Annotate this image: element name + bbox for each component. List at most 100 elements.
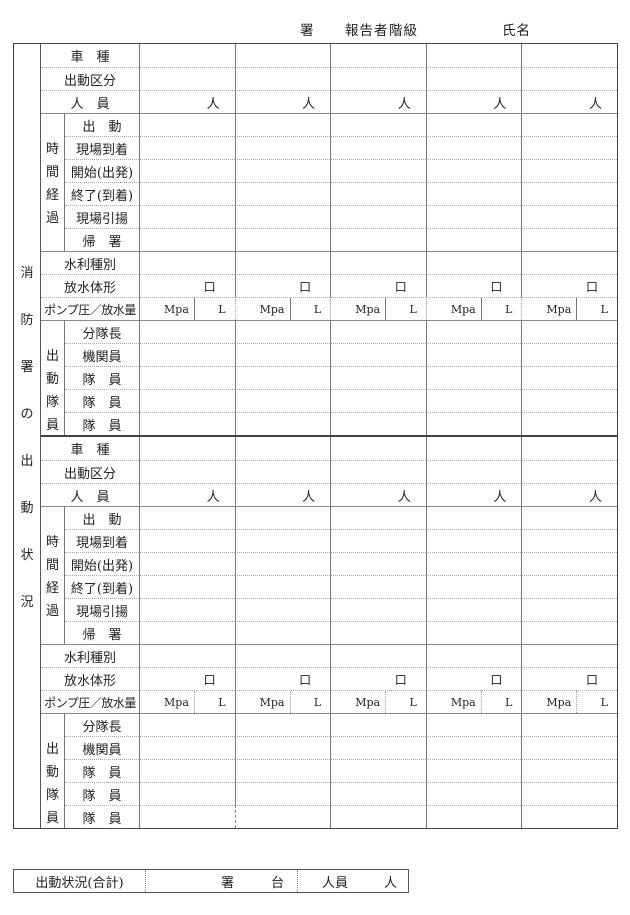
fill-in-cell[interactable] (139, 136, 235, 159)
fill-in-cell[interactable] (330, 437, 426, 460)
fill-in-cell-nozzle[interactable]: 口 (521, 274, 617, 297)
fill-in-cell-pump[interactable]: Mpa L (330, 690, 426, 713)
fill-in-cell[interactable] (139, 759, 235, 782)
fill-in-cell[interactable] (425, 228, 522, 251)
fill-in-cell-nozzle[interactable]: 口 (330, 667, 426, 690)
fill-in-cell[interactable] (139, 251, 235, 274)
fill-in-cell[interactable] (521, 437, 617, 460)
fill-in-cell[interactable] (234, 136, 331, 159)
fill-in-cell[interactable] (521, 67, 617, 90)
fill-in-cell[interactable] (234, 759, 331, 782)
fill-in-cell[interactable] (234, 320, 331, 343)
fill-in-cell-personnel[interactable]: 人 (330, 90, 426, 113)
fill-in-cell[interactable] (234, 412, 331, 435)
fill-in-cell[interactable] (425, 205, 522, 228)
fill-in-cell[interactable] (425, 182, 522, 205)
fill-in-cell[interactable] (139, 598, 235, 621)
fill-in-cell[interactable] (139, 343, 235, 366)
fill-in-cell[interactable] (425, 759, 522, 782)
fill-in-cell[interactable] (139, 44, 235, 67)
fill-in-cell[interactable] (425, 621, 522, 644)
fill-in-cell[interactable] (330, 598, 426, 621)
fill-in-cell[interactable] (521, 159, 617, 182)
fill-in-cell-nozzle[interactable]: 口 (521, 667, 617, 690)
fill-in-cell[interactable] (425, 437, 522, 460)
fill-in-cell[interactable] (330, 759, 426, 782)
fill-in-cell-pump[interactable]: Mpa L (330, 297, 426, 320)
fill-in-cell[interactable] (425, 389, 522, 412)
fill-in-cell[interactable] (234, 366, 331, 389)
fill-in-cell-personnel[interactable]: 人 (330, 483, 426, 506)
fill-in-cell[interactable] (521, 136, 617, 159)
fill-in-cell[interactable] (521, 805, 617, 828)
fill-in-cell[interactable] (330, 320, 426, 343)
fill-in-cell[interactable] (425, 366, 522, 389)
fill-in-cell[interactable] (521, 320, 617, 343)
fill-in-cell[interactable] (521, 251, 617, 274)
fill-in-cell-pump[interactable]: Mpa L (521, 690, 617, 713)
fill-in-cell[interactable] (425, 713, 522, 736)
fill-in-cell[interactable] (139, 529, 235, 552)
fill-in-cell[interactable] (234, 575, 331, 598)
fill-in-cell[interactable] (139, 182, 235, 205)
fill-in-cell[interactable] (139, 506, 235, 529)
fill-in-cell[interactable] (521, 412, 617, 435)
fill-in-cell[interactable] (234, 113, 331, 136)
fill-in-cell[interactable] (425, 552, 522, 575)
fill-in-cell-personnel[interactable]: 人 (425, 483, 522, 506)
fill-in-cell[interactable] (139, 713, 235, 736)
fill-in-cell[interactable] (425, 782, 522, 805)
fill-in-cell[interactable] (521, 736, 617, 759)
fill-in-cell[interactable] (234, 621, 331, 644)
fill-in-cell[interactable] (425, 44, 522, 67)
fill-in-cell[interactable] (521, 44, 617, 67)
fill-in-cell[interactable] (425, 251, 522, 274)
fill-in-cell-nozzle[interactable]: 口 (234, 667, 331, 690)
fill-in-cell[interactable] (234, 251, 331, 274)
fill-in-cell-personnel[interactable]: 人 (139, 483, 235, 506)
fill-in-cell[interactable] (234, 644, 331, 667)
fill-in-cell[interactable] (139, 320, 235, 343)
fill-in-cell[interactable] (425, 529, 522, 552)
fill-in-cell[interactable] (330, 506, 426, 529)
fill-in-cell[interactable] (521, 113, 617, 136)
fill-in-cell-pump[interactable]: Mpa L (425, 690, 522, 713)
fill-in-cell[interactable] (521, 644, 617, 667)
fill-in-cell[interactable] (139, 67, 235, 90)
fill-in-cell[interactable] (139, 437, 235, 460)
fill-in-cell-pump[interactable]: Mpa L (139, 690, 235, 713)
fill-in-cell[interactable] (521, 552, 617, 575)
fill-in-cell[interactable] (234, 736, 331, 759)
fill-in-cell[interactable] (234, 782, 331, 805)
fill-in-cell[interactable] (330, 736, 426, 759)
fill-in-cell[interactable] (425, 67, 522, 90)
fill-in-cell-nozzle[interactable]: 口 (425, 274, 522, 297)
fill-in-cell[interactable] (234, 44, 331, 67)
fill-in-cell[interactable] (521, 205, 617, 228)
fill-in-cell[interactable] (521, 598, 617, 621)
fill-in-cell[interactable] (234, 389, 331, 412)
fill-in-cell[interactable] (425, 575, 522, 598)
fill-in-cell[interactable] (425, 320, 522, 343)
fill-in-cell[interactable] (425, 736, 522, 759)
fill-in-cell[interactable] (234, 552, 331, 575)
fill-in-cell[interactable] (139, 366, 235, 389)
fill-in-cell[interactable] (521, 782, 617, 805)
fill-in-cell[interactable] (330, 412, 426, 435)
fill-in-cell[interactable] (330, 644, 426, 667)
fill-in-cell[interactable] (521, 529, 617, 552)
summary-office-count-cell[interactable]: 署 台 (146, 870, 298, 892)
fill-in-cell[interactable] (330, 251, 426, 274)
fill-in-cell[interactable] (139, 389, 235, 412)
fill-in-cell-pump[interactable]: Mpa L (139, 297, 235, 320)
fill-in-cell[interactable] (234, 529, 331, 552)
fill-in-cell[interactable] (234, 205, 331, 228)
fill-in-cell[interactable] (330, 529, 426, 552)
fill-in-cell[interactable] (330, 205, 426, 228)
fill-in-cell[interactable] (139, 621, 235, 644)
fill-in-cell[interactable] (330, 343, 426, 366)
fill-in-cell[interactable] (330, 182, 426, 205)
fill-in-cell[interactable] (234, 598, 331, 621)
fill-in-cell[interactable] (425, 460, 522, 483)
fill-in-cell[interactable] (521, 713, 617, 736)
